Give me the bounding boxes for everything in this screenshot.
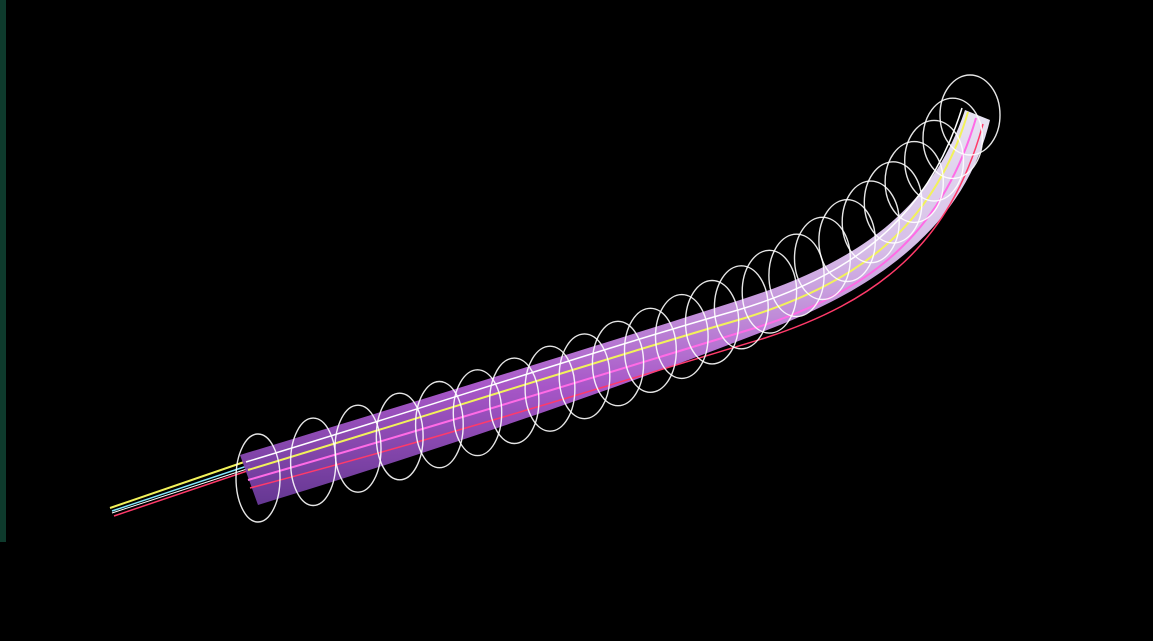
wire-bundle-tail <box>109 459 251 517</box>
wireframe-ring <box>793 216 851 301</box>
wireframe-ring <box>558 333 611 420</box>
wireframe-ring <box>488 357 540 445</box>
wireframe-ring <box>414 380 464 469</box>
wireframe-ring <box>768 233 825 318</box>
wireframe-ring <box>375 392 424 481</box>
wireframe-ring <box>452 369 503 457</box>
wireframe-rings <box>235 74 1001 523</box>
wireframe-ring <box>235 433 281 523</box>
wireframe-ring <box>884 140 945 224</box>
wireframe-ring <box>524 345 576 432</box>
tube-body <box>240 110 990 505</box>
wireframe-ring <box>841 180 900 264</box>
wireframe-ring <box>922 97 984 180</box>
wireframe-ring <box>684 279 740 365</box>
wireframe-ring <box>741 249 798 334</box>
wireframe-ring <box>903 119 965 202</box>
wireframe-ring <box>713 265 769 350</box>
wireframe-ring <box>591 320 645 407</box>
wireframe-ring <box>863 161 923 244</box>
wireframe-ring <box>623 307 677 393</box>
wireframe-ring <box>939 74 1001 156</box>
wireframe-ring <box>334 404 382 493</box>
tube-inner-lines <box>245 107 984 489</box>
wireframe-ring <box>654 293 709 380</box>
left-edge-strip <box>0 0 6 542</box>
